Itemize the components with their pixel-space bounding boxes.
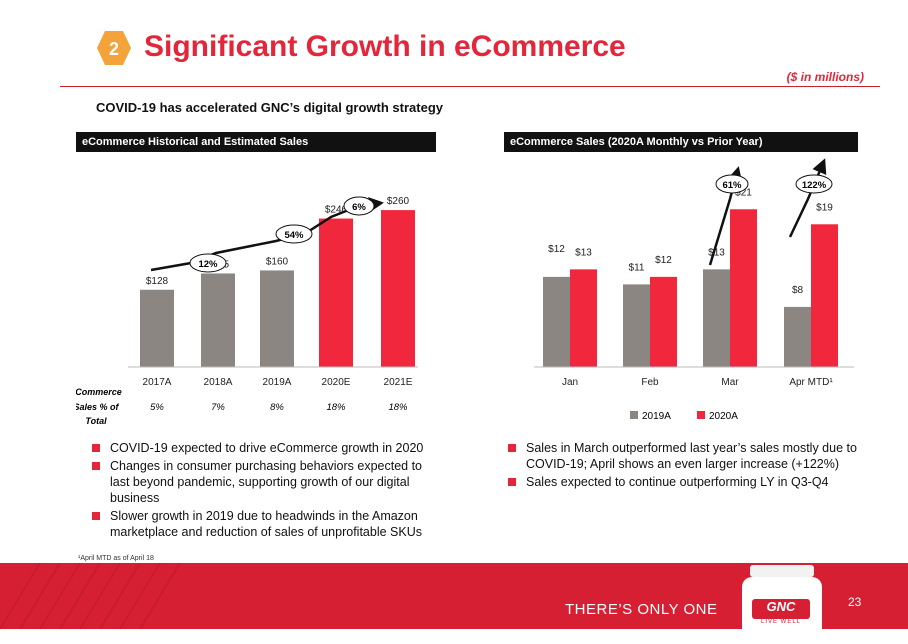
x-tick-label: Feb [641, 377, 659, 388]
pct-value: 8% [270, 402, 284, 413]
svg-text:54%: 54% [284, 230, 304, 241]
svg-text:61%: 61% [722, 180, 742, 191]
growth-label-54: 54% [275, 224, 313, 244]
growth-label-6: 6% [343, 196, 375, 216]
section-number-badge: 2 [97, 31, 131, 65]
bar-2019A-Apr MTD¹ [784, 306, 811, 367]
left-panel-header: eCommerce Historical and Estimated Sales [76, 132, 436, 152]
legend-swatch-2019 [630, 411, 638, 419]
x-tick-label: Apr MTD¹ [789, 377, 833, 388]
pct-value: 7% [211, 402, 225, 413]
x-tick-label: 2018A [204, 377, 233, 388]
bar-value-label: $11 [629, 262, 645, 273]
left-bullet: COVID-19 expected to drive eCommerce gro… [92, 440, 432, 456]
svg-text:6%: 6% [352, 202, 366, 213]
right-bullet-list: Sales in March outperformed last year’s … [508, 440, 860, 492]
right-bullet: Sales in March outperformed last year’s … [508, 440, 860, 472]
bar-2018A [201, 273, 235, 367]
bar-value-label: $19 [816, 202, 833, 213]
bar-2020A-Apr MTD¹ [811, 224, 838, 367]
left-bullet: Changes in consumer purchasing behaviors… [92, 458, 432, 506]
bar-value-label: $21 [735, 187, 752, 198]
x-tick-label: 2019A [263, 377, 292, 388]
slide-title: Significant Growth in eCommerce [144, 30, 626, 63]
legend-swatch-2020 [697, 411, 705, 419]
growth-label-12: 12% [189, 253, 227, 273]
bar-2019A-Mar [703, 269, 730, 367]
pct-row-label-2: Sales % of [76, 402, 120, 412]
left-bullet: Slower growth in 2019 due to headwinds i… [92, 508, 432, 540]
bar-2020A-Jan [570, 269, 597, 367]
x-tick-label: Jan [562, 377, 578, 388]
bar-value-label: $260 [387, 196, 410, 207]
right-bullet: Sales expected to continue outperforming… [508, 474, 860, 490]
bar-value-label: $246 [325, 205, 348, 216]
units-note: ($ in millions) [786, 70, 864, 84]
bar-value-label: $8 [792, 285, 804, 296]
page-number: 23 [848, 595, 862, 609]
x-tick-label: 2017A [143, 377, 172, 388]
footer-band: THERE’S ONLY ONE GNC LIVE WELL 23 [0, 563, 908, 629]
legend-label-2019: 2019A [642, 411, 671, 422]
svg-text:12%: 12% [198, 259, 218, 270]
bar-2019A-Jan [543, 276, 570, 367]
right-bar-chart: $12 $13 $11 $12 $13 $21 $8 $19 Jan Feb Mar Apr MTD… [534, 158, 854, 422]
bar-value-label: $160 [266, 256, 289, 267]
bar-2020A-Feb [650, 276, 677, 367]
logo-text: GNC [766, 599, 796, 614]
svg-text:122%: 122% [802, 180, 827, 191]
x-tick-label: Mar [721, 377, 739, 388]
bar-2019A-Feb [623, 284, 650, 367]
legend-label-2020: 2020A [709, 411, 738, 422]
footer-texture [0, 563, 181, 629]
pct-row-label-1: eCommerce [76, 387, 122, 397]
growth-label-61: 61% [715, 174, 749, 194]
bar-value-label: $13 [708, 247, 725, 258]
pct-value: 18% [388, 402, 408, 413]
bar-2019A [260, 270, 294, 367]
footnote: ¹April MTD as of April 18 [78, 555, 154, 562]
gnc-logo: GNC LIVE WELL [740, 563, 828, 629]
slide-subtitle: COVID-19 has accelerated GNC’s digital g… [96, 100, 444, 115]
left-bullet-list: COVID-19 expected to drive eCommerce gro… [92, 440, 432, 542]
tagline: THERE’S ONLY ONE [565, 601, 718, 618]
pct-value: 18% [326, 402, 346, 413]
growth-label-122: 122% [795, 174, 833, 194]
x-tick-label: 2020E [322, 377, 351, 388]
bar-value-label: $12 [655, 255, 672, 266]
section-number: 2 [109, 39, 119, 59]
bar-2017A [140, 289, 174, 367]
apr-growth-arrow [788, 158, 827, 238]
left-bar-chart: $128$155$160$246$260 2017A2018A2019A2020… [76, 196, 418, 425]
bar-value-label: $12 [548, 244, 565, 255]
bar-2020A-Mar [730, 209, 757, 367]
title-divider [60, 86, 880, 87]
bar-2020E [319, 218, 353, 367]
right-panel-header: eCommerce Sales (2020A Monthly vs Prior … [504, 132, 858, 152]
pct-row-label-3: Total [85, 416, 107, 425]
pct-value: 5% [150, 402, 164, 413]
logo-subtext: LIVE WELL [760, 619, 801, 625]
bar-value-label: $128 [146, 276, 169, 287]
bar-2021E [381, 210, 415, 367]
x-tick-label: 2021E [384, 377, 413, 388]
bar-value-label: $13 [575, 247, 592, 258]
